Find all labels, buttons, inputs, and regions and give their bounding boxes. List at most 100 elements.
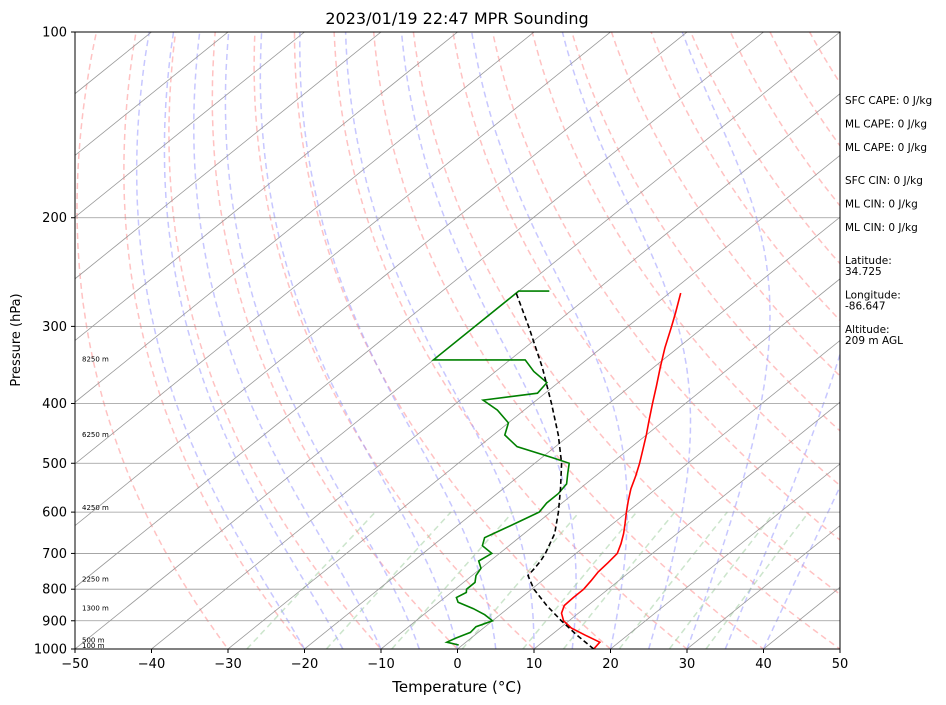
chart-title: 2023/01/19 22:47 MPR Sounding <box>325 9 588 28</box>
isotherm <box>456 339 840 649</box>
dry-adiabat <box>168 32 383 649</box>
y-tick-label: 400 <box>42 397 67 412</box>
dry-adiabat <box>293 32 612 649</box>
y-tick-label: 1000 <box>34 643 67 658</box>
moist-adiabat <box>724 32 840 649</box>
dry-adiabat <box>372 32 765 649</box>
x-tick-label: −20 <box>291 657 318 672</box>
mixing-ratio-line <box>391 511 514 649</box>
info-line: Latitude: <box>845 255 892 267</box>
altitude-label: 100 m <box>82 642 105 650</box>
y-tick-label: 300 <box>42 320 67 335</box>
mixing-ratio-line <box>522 511 638 649</box>
dry-adiabat <box>253 32 536 649</box>
isotherm <box>75 32 306 218</box>
x-tick-label: −30 <box>214 657 241 672</box>
moist-adiabat <box>193 32 382 649</box>
data-lines <box>431 290 682 649</box>
x-tick-label: 40 <box>755 657 772 672</box>
dry-adiabat <box>452 32 840 596</box>
y-tick-label: 900 <box>42 614 67 629</box>
moist-adiabat <box>400 32 577 649</box>
y-tick-label: 700 <box>42 547 67 562</box>
isotherm <box>227 154 840 649</box>
info-line: 209 m AGL <box>845 335 903 347</box>
info-line: -86.647 <box>845 301 886 313</box>
isotherm <box>75 32 382 280</box>
dry-adiabat <box>491 32 840 541</box>
moist-adiabat <box>681 32 771 649</box>
isotherm <box>75 32 612 465</box>
isotherm <box>75 32 459 342</box>
moist-adiabat <box>470 32 628 649</box>
isotherm <box>533 401 840 649</box>
temperature-line <box>560 292 682 649</box>
mixing-ratio-line <box>562 511 676 649</box>
isotherm <box>75 32 229 156</box>
altitude-label: 500 m <box>82 637 105 645</box>
x-axis-label: Temperature (°C) <box>391 678 521 696</box>
isotherm <box>609 463 840 649</box>
info-line: SFC CAPE: 0 J/kg <box>845 95 932 107</box>
x-tick-label: −50 <box>61 657 88 672</box>
isotherm <box>686 525 840 649</box>
x-tick-label: 50 <box>832 657 849 672</box>
dry-adiabat <box>412 32 840 649</box>
isotherm <box>303 216 840 649</box>
moist-adiabat <box>163 32 344 649</box>
dry-adiabat <box>333 32 689 649</box>
mixing-ratio-line <box>461 511 580 649</box>
info-line: ML CAPE: 0 J/kg <box>845 142 927 154</box>
isotherm <box>380 278 840 649</box>
x-tick-label: 0 <box>453 657 461 672</box>
isotherm <box>75 32 688 527</box>
info-line: ML CAPE: 0 J/kg <box>845 119 927 131</box>
dry-adiabat <box>571 32 840 432</box>
moist-adiabat <box>224 32 421 649</box>
altitude-label: 8250 m <box>82 355 109 363</box>
dry-adiabat <box>610 32 840 377</box>
info-panel: SFC CAPE: 0 J/kg ML CAPE: 0 J/kg ML CAPE: … <box>845 95 932 347</box>
y-axis: 1000 900 800 700 600 500 400 300 200 100 <box>34 26 75 658</box>
dry-adiabat <box>123 32 306 649</box>
info-line: SFC CIN: 0 J/kg <box>845 175 923 187</box>
x-tick-label: −10 <box>367 657 394 672</box>
y-tick-label: 500 <box>42 457 67 472</box>
altitude-label: 2250 m <box>82 575 109 583</box>
y-tick-label: 800 <box>42 583 67 598</box>
moist-adiabat <box>299 32 497 649</box>
grid-lines <box>75 32 840 649</box>
x-tick-label: 30 <box>679 657 696 672</box>
y-tick-label: 200 <box>42 211 67 226</box>
y-axis-label: Pressure (hPa) <box>9 293 24 386</box>
dry-adiabat <box>531 32 840 487</box>
isotherm <box>75 32 535 403</box>
info-line: Longitude: <box>845 290 901 302</box>
dry-adiabat <box>211 32 459 649</box>
altitude-label: 4250 m <box>82 504 109 512</box>
y-tick-label: 600 <box>42 506 67 521</box>
x-tick-label: 10 <box>526 657 543 672</box>
moist-adiabat <box>561 32 692 649</box>
dry-adiabat <box>650 32 840 322</box>
info-line: 34.725 <box>845 266 882 278</box>
y-tick-label: 100 <box>42 26 67 41</box>
isotherm <box>75 32 765 588</box>
dry-adiabat <box>76 32 229 649</box>
x-tick-label: −40 <box>138 657 165 672</box>
moist-adiabat <box>135 32 306 649</box>
dewpoint-line <box>431 290 571 646</box>
altitude-label: 1300 m <box>82 605 109 613</box>
info-line: Altitude: <box>845 324 890 336</box>
x-axis: −50 −40 −30 −20 −10 0 10 20 30 40 50 <box>61 649 848 672</box>
parcel-line <box>515 292 595 649</box>
info-line: ML CIN: 0 J/kg <box>845 199 918 211</box>
altitude-label: 6250 m <box>82 431 109 439</box>
isotherm <box>150 93 840 649</box>
background-lines <box>76 32 840 649</box>
info-line: ML CIN: 0 J/kg <box>845 222 918 234</box>
moist-adiabat <box>259 32 459 649</box>
